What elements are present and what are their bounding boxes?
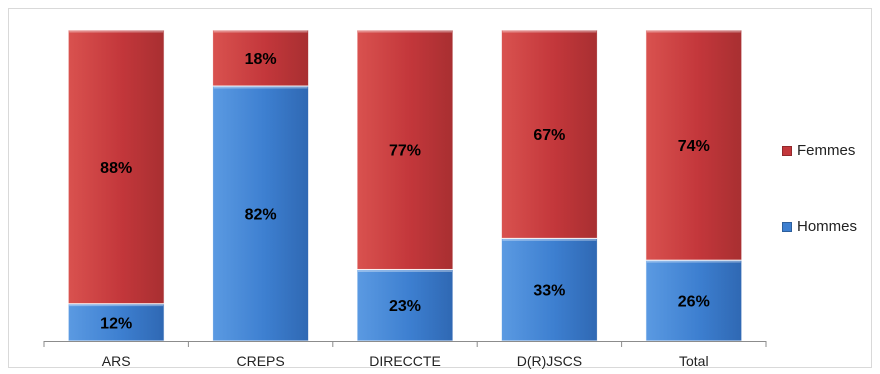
legend: Femmes Hommes (782, 142, 874, 242)
bar-femmes-ars (67, 29, 165, 305)
data-label-hommes-total: 26% (678, 294, 710, 311)
data-label-femmes-d-r-jscs: 67% (533, 127, 565, 144)
x-tick-label-total: Total (679, 353, 709, 369)
data-label-hommes-d-r-jscs: 33% (533, 283, 565, 300)
axis-layer: ARS CREPS DIRECCTE D(R)JSCS Total (43, 341, 767, 369)
data-label-femmes-total: 74% (678, 138, 710, 155)
legend-label-hommes: Hommes (797, 218, 858, 235)
data-label-femmes-creps: 18% (245, 51, 277, 68)
bar-hommes-d-r-jscs (500, 237, 598, 342)
x-tick-label-ars: ARS (102, 353, 131, 369)
bar-femmes-d-r-jscs (500, 29, 598, 239)
bar-hommes-creps (212, 85, 310, 342)
legend-swatch-hommes (782, 221, 792, 232)
bar-hommes-total (645, 259, 743, 342)
bar-femmes-total (645, 29, 743, 261)
bar-hommes-direccte (356, 268, 454, 342)
x-tick-label-direccte: DIRECCTE (369, 353, 441, 369)
data-label-femmes-direccte: 77% (389, 143, 421, 160)
data-label-hommes-ars: 12% (100, 315, 132, 332)
legend-item-femmes: Femmes (782, 142, 855, 159)
x-tick-label-d-r-jscs: D(R)JSCS (517, 353, 582, 369)
bar-hommes-ars (67, 303, 165, 342)
bar-femmes-creps (212, 29, 310, 87)
x-tick-label-creps: CREPS (236, 353, 284, 369)
labels-layer: 12% 88% 82% 18% 23% 77% 33% 67% 26% 74% (100, 51, 710, 332)
bar-femmes-direccte (356, 29, 454, 270)
legend-item-hommes: Hommes (782, 218, 857, 235)
data-label-femmes-ars: 88% (100, 160, 132, 177)
data-label-hommes-direccte: 23% (389, 298, 421, 315)
bars-layer (67, 29, 743, 342)
legend-label-femmes: Femmes (797, 142, 856, 159)
data-label-hommes-creps: 82% (245, 206, 277, 223)
legend-swatch-femmes (782, 145, 792, 156)
